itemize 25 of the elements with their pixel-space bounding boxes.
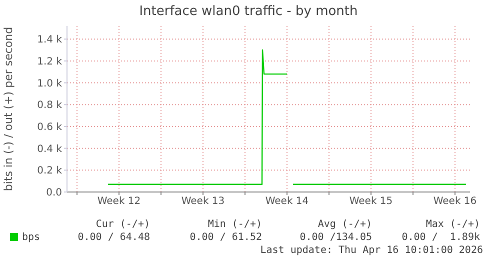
y-axis-title: bits in (-) / out (+) per second [2, 26, 15, 192]
text: Last update: Thu Apr 16 10:01:00 2026 [260, 245, 483, 256]
x-tick-label: Week 16 [433, 196, 477, 208]
y-tick-label: 0.2 k [37, 166, 62, 177]
y-tick-label: 0.6 k [37, 122, 62, 134]
text: Avg (-/+) [318, 219, 372, 230]
y-tick-label: 1.2 k [37, 56, 62, 68]
text: Cur (-/+) [96, 219, 150, 230]
text: 0.00 / 1.89k [402, 232, 480, 243]
x-tick-label: Week 15 [349, 196, 393, 208]
y-tick-label: 1.4 k [37, 34, 62, 46]
text: 0.00 /134.05 [300, 232, 372, 243]
x-tick-label: Week 12 [97, 196, 141, 208]
y-tick-label: 0.4 k [37, 144, 62, 155]
y-tick-label: 0.0 [46, 188, 62, 199]
text: Min (-/+) [208, 219, 262, 230]
text: Max (-/+) [426, 219, 480, 230]
text: 0.00 / 61.52 [190, 232, 262, 243]
y-tick-label: 1.0 k [37, 78, 62, 90]
chart-title: Interface wlan0 traffic - by month [138, 4, 359, 19]
legend-label: bps [22, 232, 40, 243]
x-tick-label: Week 14 [265, 196, 309, 208]
x-tick-label: Week 13 [181, 196, 225, 208]
text: 0.00 / 64.48 [78, 232, 150, 243]
y-tick-label: 0.8 k [37, 100, 62, 112]
